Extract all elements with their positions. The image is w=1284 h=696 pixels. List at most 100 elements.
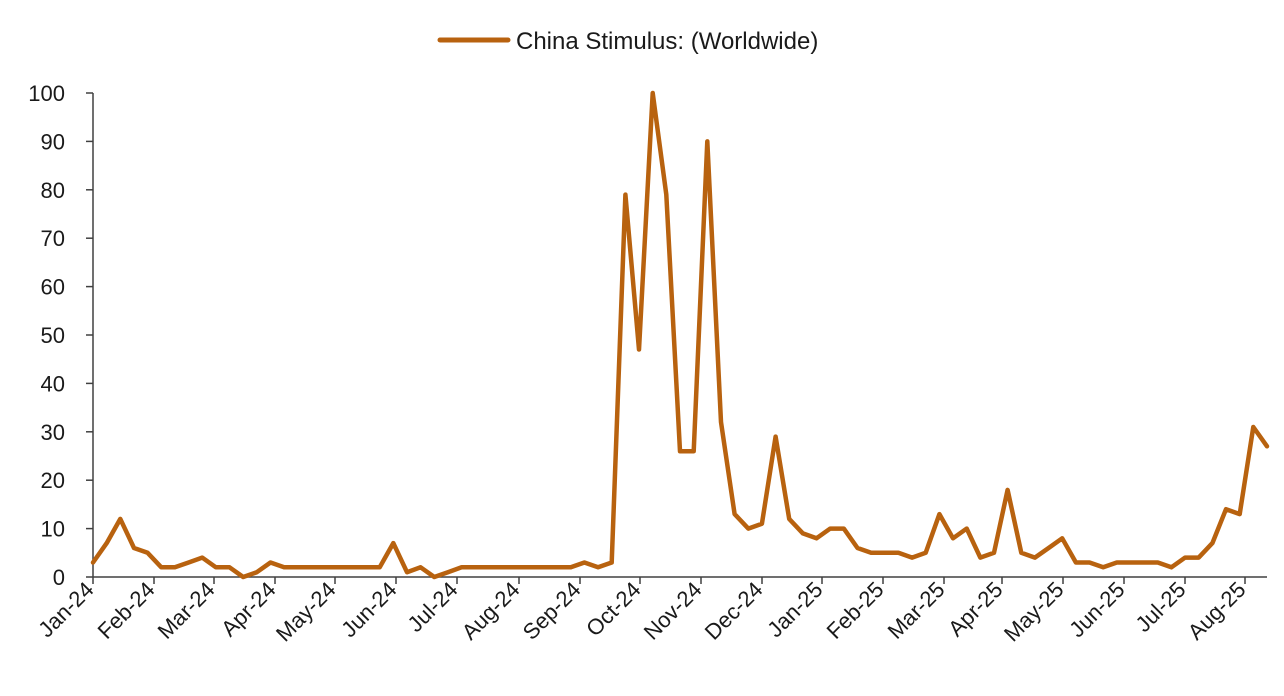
data-point <box>856 546 860 550</box>
data-point <box>323 565 327 569</box>
data-point <box>118 517 122 521</box>
plot-area <box>90 90 1270 580</box>
data-point <box>132 546 136 550</box>
x-tick-label: Jun-25 <box>1064 577 1129 642</box>
y-tick-label: 100 <box>28 81 65 106</box>
data-point <box>514 565 518 569</box>
x-tick-label: Aug-25 <box>1183 577 1251 645</box>
data-point <box>924 551 928 555</box>
x-tick-label: Mar-25 <box>883 577 950 644</box>
data-point <box>460 565 464 569</box>
data-point <box>623 193 627 197</box>
data-point <box>1074 561 1078 565</box>
data-point <box>350 565 354 569</box>
y-tick-label: 60 <box>41 275 65 300</box>
data-point <box>364 565 368 569</box>
data-point <box>1033 556 1037 560</box>
x-tick-label: Feb-25 <box>822 577 889 644</box>
legend: China Stimulus: (Worldwide) <box>437 28 818 55</box>
data-point <box>569 565 573 569</box>
y-tick-label: 90 <box>41 129 65 154</box>
data-point <box>678 449 682 453</box>
data-point <box>828 527 832 531</box>
data-point <box>1142 561 1146 565</box>
x-tick-label: Mar-24 <box>153 577 220 644</box>
data-point <box>105 541 109 545</box>
data-point <box>1047 546 1051 550</box>
data-point <box>582 561 586 565</box>
data-point <box>1129 561 1133 565</box>
data-point <box>651 91 655 95</box>
data-point <box>965 527 969 531</box>
y-tick-label: 40 <box>41 371 65 396</box>
series-line-china-stimulus <box>90 90 1270 580</box>
x-tick-label: Jan-25 <box>762 577 827 642</box>
data-point <box>146 551 150 555</box>
data-point <box>719 420 723 424</box>
data-point <box>1088 561 1092 565</box>
data-point <box>801 531 805 535</box>
x-tick-label: Jul-24 <box>402 577 462 637</box>
x-tick-label: May-24 <box>271 577 341 647</box>
data-point <box>1224 507 1228 511</box>
data-point <box>542 565 546 569</box>
x-tick-label: Oct-24 <box>581 577 645 641</box>
data-point <box>937 512 941 516</box>
data-point <box>596 565 600 569</box>
data-point <box>269 561 273 565</box>
x-tick-label: Jul-25 <box>1130 577 1190 637</box>
x-tick-label: Apr-24 <box>216 577 280 641</box>
data-point <box>733 512 737 516</box>
data-point <box>842 527 846 531</box>
data-point <box>869 551 873 555</box>
y-tick-label: 30 <box>41 420 65 445</box>
data-point <box>637 348 641 352</box>
y-tick-label: 10 <box>41 517 65 542</box>
y-tick-label: 0 <box>53 565 65 590</box>
data-point <box>296 565 300 569</box>
data-point <box>432 575 436 579</box>
data-point <box>815 536 819 540</box>
data-point <box>1238 512 1242 516</box>
data-point <box>241 575 245 579</box>
x-tick-label: Apr-25 <box>943 577 1007 641</box>
data-point <box>378 565 382 569</box>
data-point <box>1197 556 1201 560</box>
y-tick-label: 50 <box>41 323 65 348</box>
data-point <box>1210 541 1214 545</box>
data-point <box>473 565 477 569</box>
data-point <box>1169 565 1173 569</box>
x-tick-label: Aug-24 <box>457 577 525 645</box>
x-tick-label: Dec-24 <box>700 577 768 645</box>
y-tick-label: 80 <box>41 178 65 203</box>
data-point <box>951 536 955 540</box>
x-tick-label: Nov-24 <box>639 577 707 645</box>
data-point <box>978 556 982 560</box>
x-tick-label: Jan-24 <box>33 577 98 642</box>
data-point <box>1156 561 1160 565</box>
data-point <box>992 551 996 555</box>
data-point <box>187 561 191 565</box>
data-point <box>1060 536 1064 540</box>
data-point <box>159 565 163 569</box>
data-point <box>405 570 409 574</box>
data-point <box>692 449 696 453</box>
data-point <box>337 565 341 569</box>
y-axis: 0 10 20 30 40 50 60 70 80 90 100 <box>28 81 94 590</box>
data-point <box>1265 444 1269 448</box>
data-point <box>664 193 668 197</box>
data-point <box>282 565 286 569</box>
x-tick-label: Sep-24 <box>518 577 586 645</box>
data-point <box>787 517 791 521</box>
data-point <box>200 556 204 560</box>
data-point <box>774 435 778 439</box>
data-point <box>1115 561 1119 565</box>
data-point <box>1251 425 1255 429</box>
data-point <box>1006 488 1010 492</box>
data-point <box>746 527 750 531</box>
x-tick-label: Feb-24 <box>93 577 160 644</box>
data-point <box>391 541 395 545</box>
x-tick-label: May-25 <box>999 577 1069 647</box>
data-point <box>528 565 532 569</box>
data-point <box>760 522 764 526</box>
